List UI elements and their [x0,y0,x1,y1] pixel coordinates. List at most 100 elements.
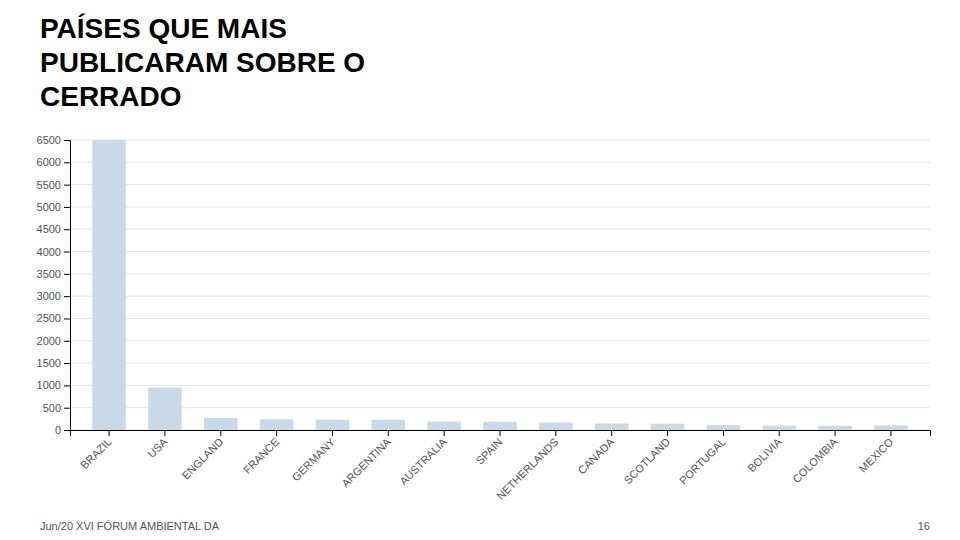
tick-label: 2000 [37,335,61,347]
grid-line [70,318,930,319]
tick-label: 0 [55,424,61,436]
x-axis: BRAZILUSAENGLANDFRANCEGERMANYARGENTINAAU… [71,430,931,502]
grid-line [70,184,930,185]
tick: 3500 [37,268,70,280]
tick-label: NETHERLANDS [494,436,560,502]
grid-line [70,140,930,141]
tick-label: BOLIVIA [745,435,784,474]
tick-mark [276,430,277,436]
bar [148,388,182,430]
tick-mark [723,430,724,436]
tick-mark [835,430,836,436]
bar [874,425,908,430]
bar [204,418,238,430]
bar [372,420,406,430]
tick-label: 6500 [37,134,61,146]
bar [539,422,573,430]
tick-label: 5500 [37,179,61,191]
tick-mark [444,430,445,436]
tick-mark [667,430,668,436]
tick-mark [220,430,221,436]
tick-label: 2500 [37,312,61,324]
tick-label: FRANCE [241,436,281,476]
tick: ENGLAND [179,430,225,482]
tick-mark [64,140,70,141]
tick-mark [64,408,70,409]
tick: FRANCE [241,430,281,476]
tick-mark [64,274,70,275]
tick: AUSTRALIA [397,430,449,487]
grid-line [70,385,930,386]
footer: 16 [918,520,930,532]
tick: USA [145,430,170,460]
grid-line [70,206,930,207]
tick-mark [64,341,70,342]
footer: Jun/20 XVI FÓRUM AMBIENTAL DA [40,520,220,532]
tick: SCOTLAND [621,430,672,486]
bar [316,420,350,430]
tick: BOLIVIA [745,430,784,474]
axis-line [64,141,71,431]
tick-label: CANADA [575,435,616,476]
tick: 6000 [37,156,70,168]
tick-mark [64,385,70,386]
tick: 5000 [37,201,70,213]
tick-label: SPAIN [473,435,504,466]
title-line: PAÍSES QUE MAIS [40,13,287,44]
tick-label: MEXICO [856,435,895,474]
tick: 4500 [37,223,70,235]
tick-label: 3500 [37,268,61,280]
tick-mark [890,430,891,436]
tick-label: 1500 [37,357,61,369]
bar [651,424,685,430]
grid-line [70,407,930,408]
tick-mark [64,185,70,186]
bar [595,424,629,430]
tick-mark [64,162,70,163]
chart: PAÍSES QUE MAISPUBLICARAM SOBRE OCERRADO… [0,0,960,540]
grid-line [70,296,930,297]
bar [483,422,517,430]
tick: 2500 [37,312,70,324]
y-axis: 0500100015002000250030003500400045005000… [37,134,71,436]
tick-mark [64,296,70,297]
tick: 3000 [37,290,70,302]
tick: CANADA [575,430,616,476]
tick-label: PORTUGAL [677,436,728,487]
tick-label: 5000 [37,201,61,213]
tick-label: 4000 [37,246,61,258]
bars [92,140,907,430]
tick-label: SCOTLAND [621,435,672,486]
tick-label: COLOMBIA [790,435,840,485]
tick: 6500 [37,134,70,146]
grid-line [70,363,930,364]
tick-label: GERMANY [289,435,337,483]
bar [707,425,741,430]
tick-label: AUSTRALIA [397,435,449,487]
tick-mark [388,430,389,436]
title: PAÍSES QUE MAISPUBLICARAM SOBRE OCERRADO [40,13,365,112]
tick-mark [611,430,612,436]
tick-mark [332,430,333,436]
grid-line [70,162,930,163]
tick: 4000 [37,246,70,258]
tick: ARGENTINA [339,430,393,489]
tick: SPAIN [473,430,504,467]
tick-mark [64,207,70,208]
tick: 0 [55,424,70,436]
grid-line [70,340,930,341]
tick-mark [779,430,780,436]
grid-line [70,251,930,252]
tick-label: 4500 [37,223,61,235]
tick: 2000 [37,335,70,347]
tick-mark [64,318,70,319]
title-line: CERRADO [40,81,182,112]
bar [762,426,796,430]
tick: 5500 [37,179,70,191]
grid [70,140,930,430]
tick-label: 3000 [37,290,61,302]
grid-line [70,229,930,230]
tick: 500 [43,402,70,414]
tick-mark [64,430,70,431]
tick: GERMANY [289,430,337,483]
